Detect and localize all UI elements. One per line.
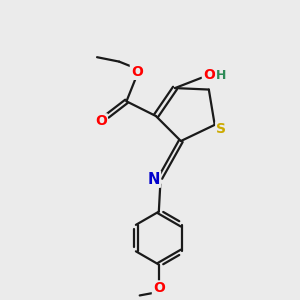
Text: O: O [95,114,107,128]
Text: O: O [153,281,165,296]
Text: O: O [131,65,143,79]
Text: N: N [148,172,160,187]
Text: H: H [216,69,227,82]
Text: S: S [216,122,226,136]
Text: O: O [203,68,215,83]
